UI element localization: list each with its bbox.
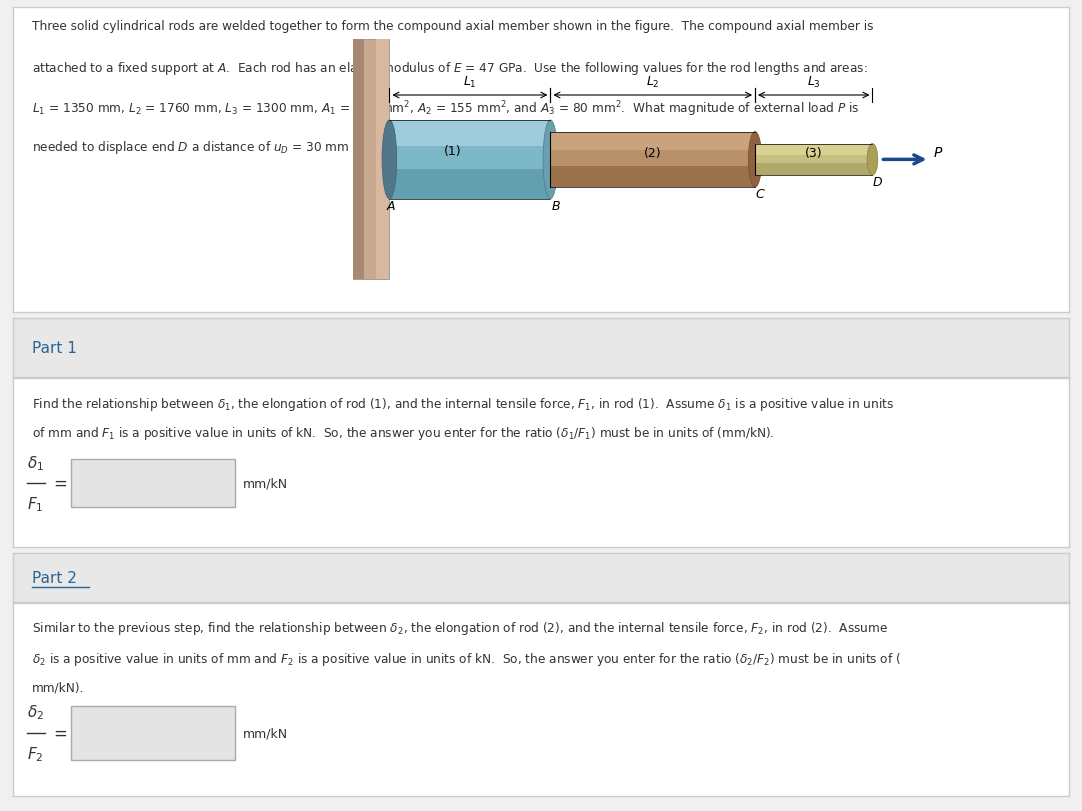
Text: $\delta_1$: $\delta_1$ — [27, 453, 43, 473]
Text: $F_2$: $F_2$ — [27, 744, 43, 763]
Polygon shape — [353, 41, 364, 280]
Polygon shape — [377, 41, 390, 280]
Ellipse shape — [382, 121, 397, 200]
Text: $\delta_2$ is a positive value in units of mm and $F_2$ is a positive value in u: $\delta_2$ is a positive value in units … — [32, 650, 901, 667]
Polygon shape — [390, 170, 551, 200]
Polygon shape — [390, 121, 551, 147]
Polygon shape — [551, 132, 755, 188]
Text: of mm and $F_1$ is a positive value in units of kN.  So, the answer you enter fo: of mm and $F_1$ is a positive value in u… — [32, 424, 775, 441]
Text: =: = — [53, 723, 67, 742]
Text: Find the relationship between $\delta_1$, the elongation of rod (1), and the int: Find the relationship between $\delta_1$… — [32, 396, 894, 413]
Polygon shape — [755, 144, 872, 176]
Text: $B$: $B$ — [551, 200, 560, 213]
Text: needed to displace end $D$ a distance of $u_D$ = 30 mm to the right?: needed to displace end $D$ a distance of… — [32, 139, 428, 156]
Text: $P$: $P$ — [933, 146, 944, 161]
Text: (1): (1) — [445, 144, 462, 157]
Text: $C$: $C$ — [755, 187, 766, 200]
Text: Three solid cylindrical rods are welded together to form the compound axial memb: Three solid cylindrical rods are welded … — [32, 20, 873, 33]
Text: $\delta_2$: $\delta_2$ — [27, 702, 43, 721]
Text: Similar to the previous step, find the relationship between $\delta_2$, the elon: Similar to the previous step, find the r… — [32, 619, 888, 636]
Polygon shape — [755, 144, 872, 156]
Text: $D$: $D$ — [872, 176, 883, 189]
Ellipse shape — [867, 144, 878, 176]
FancyBboxPatch shape — [71, 706, 235, 760]
Ellipse shape — [749, 132, 762, 188]
Text: =: = — [53, 474, 67, 492]
Text: (2): (2) — [644, 146, 661, 159]
Polygon shape — [353, 41, 390, 280]
Text: $L_2$: $L_2$ — [646, 75, 660, 89]
Polygon shape — [551, 167, 755, 188]
Polygon shape — [755, 164, 872, 176]
FancyBboxPatch shape — [71, 460, 235, 507]
Text: $F_1$: $F_1$ — [27, 494, 43, 513]
Text: Part 1: Part 1 — [32, 341, 77, 355]
Polygon shape — [390, 121, 551, 200]
Polygon shape — [551, 132, 755, 150]
Text: mm/kN).: mm/kN). — [32, 680, 84, 693]
Text: Part 2: Part 2 — [32, 570, 77, 585]
Text: $L_1$ = 1350 mm, $L_2$ = 1760 mm, $L_3$ = 1300 mm, $A_1$ = 260 mm$^2$, $A_2$ = 1: $L_1$ = 1350 mm, $L_2$ = 1760 mm, $L_3$ … — [32, 100, 859, 119]
Text: $A$: $A$ — [385, 200, 396, 213]
Text: attached to a fixed support at $A$.  Each rod has an elastic modulus of $E$ = 47: attached to a fixed support at $A$. Each… — [32, 60, 868, 77]
Text: (3): (3) — [805, 148, 822, 161]
Text: mm/kN: mm/kN — [243, 477, 288, 490]
Text: mm/kN: mm/kN — [243, 726, 288, 739]
Text: $L_1$: $L_1$ — [463, 75, 477, 89]
Text: $L_3$: $L_3$ — [807, 75, 820, 89]
Ellipse shape — [543, 121, 558, 200]
